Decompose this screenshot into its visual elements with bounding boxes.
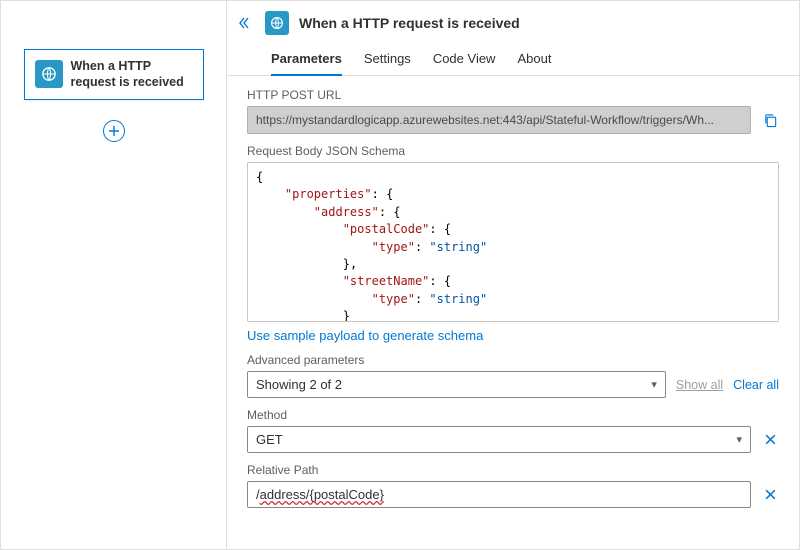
copy-url-button[interactable] [761,111,779,129]
collapse-panel-button[interactable] [237,14,255,32]
relative-path-label: Relative Path [247,463,779,477]
tab-code-view[interactable]: Code View [433,43,496,76]
relative-path-input-wrapper: /address/{postalCode} [247,481,751,508]
method-dropdown[interactable]: GET ▾ [247,426,751,453]
trigger-card-label: When a HTTP request is received [71,58,193,91]
advanced-params-label: Advanced parameters [247,353,779,367]
chevron-down-icon: ▾ [736,433,742,446]
schema-label: Request Body JSON Schema [247,144,779,158]
relative-path-input[interactable]: /address/{postalCode} [256,487,742,502]
designer-canvas: When a HTTP request is received [1,1,226,549]
use-sample-payload-link[interactable]: Use sample payload to generate schema [247,328,483,343]
tab-parameters[interactable]: Parameters [271,43,342,76]
clear-all-link[interactable]: Clear all [733,378,779,392]
panel-body: HTTP POST URL https://mystandardlogicapp… [227,76,799,549]
advanced-params-dropdown[interactable]: Showing 2 of 2 ▾ [247,371,666,398]
http-request-icon [35,60,63,88]
post-url-label: HTTP POST URL [247,88,779,102]
action-config-panel: When a HTTP request is received Paramete… [226,1,799,549]
post-url-value: https://mystandardlogicapp.azurewebsites… [247,106,751,134]
advanced-params-value: Showing 2 of 2 [256,377,342,392]
show-all-link: Show all [676,378,723,392]
method-value: GET [256,432,283,447]
chevron-down-icon: ▾ [651,378,657,391]
method-label: Method [247,408,779,422]
http-request-icon [265,11,289,35]
panel-header: When a HTTP request is received [227,1,799,43]
remove-relative-path-button[interactable] [761,486,779,504]
add-step-button[interactable] [103,120,125,142]
schema-editor[interactable]: { "properties": { "address": { "postalCo… [247,162,779,322]
tab-about[interactable]: About [517,43,551,76]
tab-settings[interactable]: Settings [364,43,411,76]
panel-title: When a HTTP request is received [299,15,520,31]
tab-bar: Parameters Settings Code View About [227,43,799,76]
trigger-card[interactable]: When a HTTP request is received [24,49,204,100]
remove-method-button[interactable] [761,431,779,449]
